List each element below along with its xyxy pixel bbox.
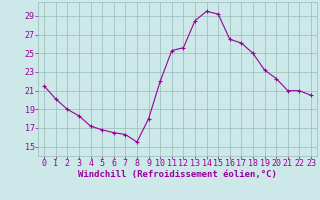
X-axis label: Windchill (Refroidissement éolien,°C): Windchill (Refroidissement éolien,°C) [78,170,277,179]
